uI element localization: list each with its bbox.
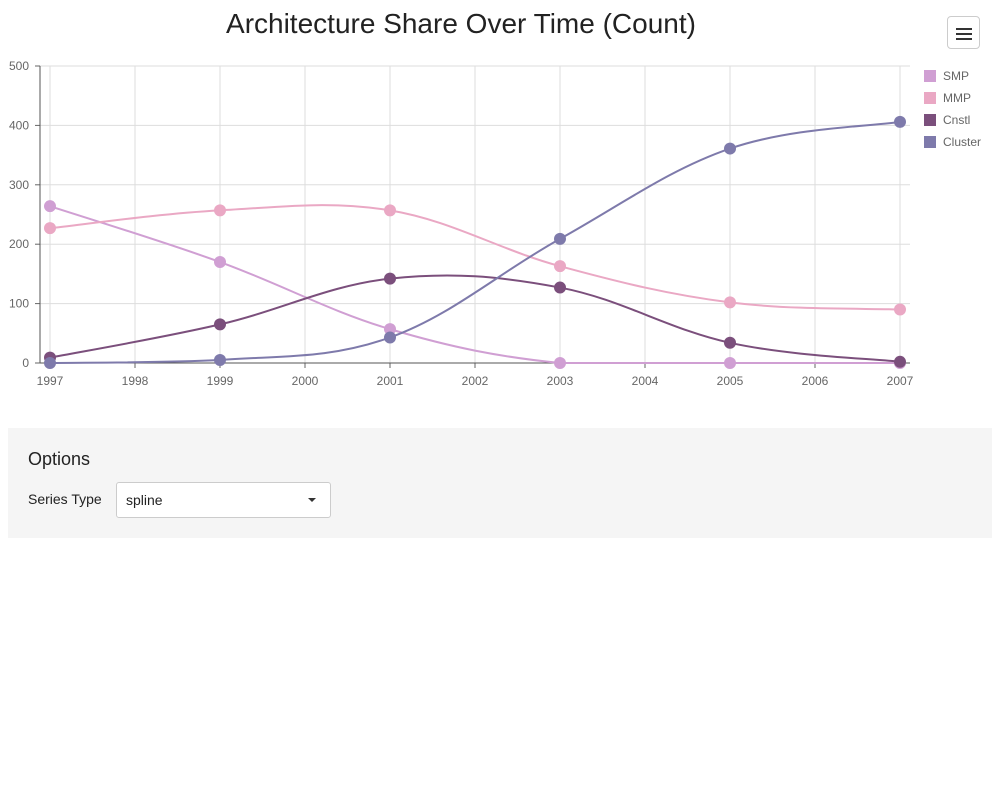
chart-plot: 0 100 200 300 400 500 1997 1998 1999 2000 2001 2002… [0, 0, 922, 410]
x-tick-label: 2000 [292, 374, 319, 388]
series-type-select[interactable]: spline [116, 482, 331, 518]
legend-item-cnstl[interactable]: Cnstl [924, 112, 994, 134]
data-point-cnstl-2007 [894, 356, 906, 368]
legend-item-smp[interactable]: SMP [924, 68, 994, 90]
data-point-cnstl-2005 [724, 337, 736, 349]
legend-label: SMP [943, 69, 969, 83]
y-tick-label: 0 [22, 356, 29, 370]
data-point-cluster-1997 [44, 357, 56, 369]
data-point-smp-2005 [724, 357, 736, 369]
options-title: Options [28, 449, 90, 470]
x-tick-label: 1999 [207, 374, 234, 388]
legend-label: Cluster [943, 135, 981, 149]
x-tick-label: 2002 [462, 374, 489, 388]
y-tick-label: 200 [9, 237, 29, 251]
hamburger-menu-button[interactable] [947, 16, 980, 49]
series-type-value: spline [126, 492, 163, 508]
data-point-cluster-1999 [214, 354, 226, 366]
legend-swatch [924, 136, 936, 148]
x-tick-label: 2003 [547, 374, 574, 388]
x-tick-label: 2006 [802, 374, 829, 388]
data-point-smp-1999 [214, 256, 226, 268]
data-point-mmp-1997 [44, 222, 56, 234]
legend-item-cluster[interactable]: Cluster [924, 134, 994, 156]
x-tick-label: 2004 [632, 374, 659, 388]
legend-label: Cnstl [943, 113, 970, 127]
x-tick-label: 1998 [122, 374, 149, 388]
legend-item-mmp[interactable]: MMP [924, 90, 994, 112]
data-point-cluster-2005 [724, 143, 736, 155]
data-point-mmp-2003 [554, 260, 566, 272]
data-point-mmp-2001 [384, 204, 396, 216]
data-point-cnstl-2003 [554, 282, 566, 294]
y-tick-label: 500 [9, 59, 29, 73]
legend-swatch [924, 92, 936, 104]
data-point-cluster-2003 [554, 233, 566, 245]
data-point-mmp-1999 [214, 204, 226, 216]
x-tick-label: 2007 [887, 374, 914, 388]
data-point-mmp-2005 [724, 296, 736, 308]
x-tick-label: 2005 [717, 374, 744, 388]
legend-swatch [924, 70, 936, 82]
chart-legend: SMP MMP Cnstl Cluster [924, 68, 994, 156]
options-panel: Options Series Type spline [8, 428, 992, 538]
data-point-cluster-2001 [384, 331, 396, 343]
caret-down-icon [308, 498, 316, 502]
data-point-smp-1997 [44, 200, 56, 212]
y-tick-label: 400 [9, 118, 29, 132]
data-point-cluster-2007 [894, 116, 906, 128]
y-tick-label: 100 [9, 297, 29, 311]
data-point-cnstl-1999 [214, 318, 226, 330]
data-point-cnstl-2001 [384, 273, 396, 285]
data-point-smp-2003 [554, 357, 566, 369]
chart-container: Architecture Share Over Time (Count) 0 10… [0, 0, 1000, 410]
x-tick-label: 2001 [377, 374, 404, 388]
legend-swatch [924, 114, 936, 126]
y-tick-label: 300 [9, 178, 29, 192]
x-tick-label: 1997 [37, 374, 64, 388]
series-type-label: Series Type [28, 491, 102, 507]
data-point-mmp-2007 [894, 304, 906, 316]
legend-label: MMP [943, 91, 971, 105]
